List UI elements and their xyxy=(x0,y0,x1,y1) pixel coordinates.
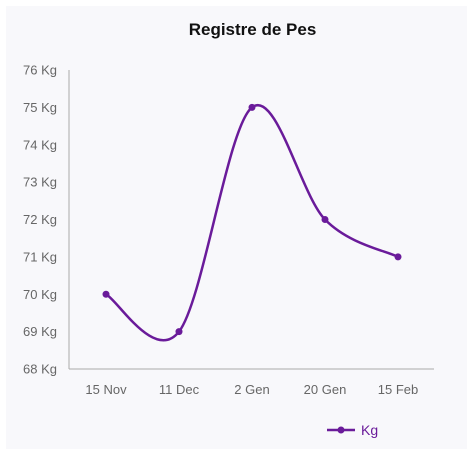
y-axis-ticks: 68 Kg 69 Kg 70 Kg 71 Kg 72 Kg 73 Kg 74 Kg 75 Kg… xyxy=(23,63,57,377)
y-tick-label: 69 Kg xyxy=(23,324,57,339)
y-tick-label: 72 Kg xyxy=(23,212,57,227)
data-point[interactable] xyxy=(394,253,402,261)
x-tick-label: 11 Dec xyxy=(159,382,200,397)
x-tick-label: 20 Gen xyxy=(304,382,347,397)
x-axis-ticks: 15 Nov 11 Dec 2 Gen 20 Gen 15 Feb xyxy=(85,382,418,397)
y-tick-label: 74 Kg xyxy=(23,137,57,152)
y-tick-label: 71 Kg xyxy=(23,249,57,264)
data-point[interactable] xyxy=(175,328,183,336)
y-tick-label: 75 Kg xyxy=(23,100,57,115)
chart-title: Registre de Pes xyxy=(188,20,317,39)
y-tick-label: 68 Kg xyxy=(23,362,57,377)
legend-swatch-marker xyxy=(337,426,345,434)
y-tick-label: 73 Kg xyxy=(23,175,57,190)
y-tick-label: 76 Kg xyxy=(23,63,57,78)
x-tick-label: 15 Nov xyxy=(85,382,127,397)
series-points xyxy=(102,103,402,336)
y-tick-label: 70 Kg xyxy=(23,287,57,302)
x-tick-label: 2 Gen xyxy=(234,382,269,397)
x-tick-label: 15 Feb xyxy=(378,382,418,397)
chart-panel xyxy=(6,6,467,449)
data-point[interactable] xyxy=(321,216,329,223)
legend[interactable]: Kg xyxy=(327,422,378,438)
data-point[interactable] xyxy=(102,290,110,298)
legend-label-kg: Kg xyxy=(361,422,378,438)
series-line-kg xyxy=(104,103,400,342)
data-point[interactable] xyxy=(248,103,256,111)
